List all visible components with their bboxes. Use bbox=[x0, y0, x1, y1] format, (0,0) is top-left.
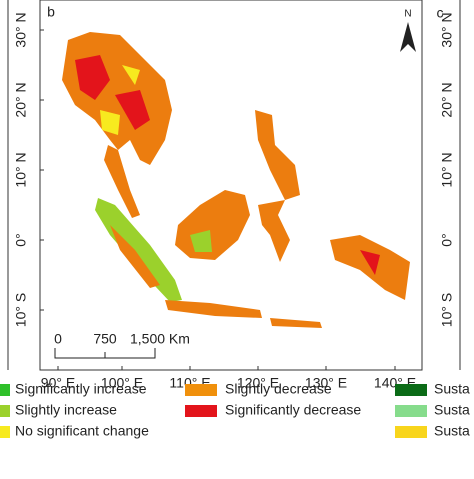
peninsula bbox=[104, 145, 140, 218]
next-lat-label: 30° N bbox=[439, 12, 455, 47]
legend-swatch bbox=[185, 384, 217, 396]
next-lat-label: 0° bbox=[439, 233, 455, 246]
north-arrow bbox=[400, 22, 416, 52]
next-lat-label: 10° N bbox=[439, 152, 455, 187]
legend-swatch bbox=[395, 426, 427, 438]
islands bbox=[270, 318, 322, 328]
lat-label: 10° S bbox=[13, 293, 29, 327]
legend-label: Slightly decrease bbox=[225, 381, 332, 397]
patch bbox=[360, 250, 380, 275]
lat-label: 0° bbox=[13, 233, 29, 246]
legend-swatch bbox=[0, 405, 10, 417]
legend-label: Susta bbox=[434, 423, 470, 439]
legend-label: No significant change bbox=[15, 423, 149, 439]
next-lat-label: 20° N bbox=[439, 82, 455, 117]
next-panel-label: c bbox=[437, 5, 444, 21]
legend-label: Slightly increase bbox=[15, 402, 117, 418]
legend-swatch bbox=[0, 426, 10, 438]
scale-bar bbox=[54, 348, 156, 359]
sumatra bbox=[95, 198, 182, 302]
legend-swatch bbox=[185, 405, 217, 417]
legend-swatch bbox=[395, 384, 427, 396]
legend-swatch bbox=[0, 384, 10, 396]
lon-label: 100° E bbox=[101, 375, 143, 391]
patch bbox=[122, 65, 140, 85]
lon-label: 120° E bbox=[237, 375, 279, 391]
lat-label: 10° N bbox=[13, 152, 29, 187]
scale-label: 1,500 Km bbox=[130, 331, 190, 347]
legend-label: Susta bbox=[434, 381, 470, 397]
sulawesi bbox=[258, 200, 290, 262]
legend-label: Significantly decrease bbox=[225, 402, 361, 418]
legend-label: Significantly increase bbox=[15, 381, 147, 397]
philippines bbox=[255, 110, 300, 200]
panel-label: b bbox=[47, 4, 55, 20]
panel-label-box bbox=[42, 2, 60, 22]
patch bbox=[100, 110, 120, 135]
scale-label: 0 bbox=[54, 331, 62, 347]
next-lat-label: 10° S bbox=[439, 293, 455, 327]
legend-label: Susta bbox=[434, 402, 470, 418]
patch bbox=[190, 230, 212, 252]
land bbox=[62, 32, 410, 328]
lat-label: 20° N bbox=[13, 82, 29, 117]
lon-label: 90° E bbox=[41, 375, 75, 391]
lat-label: 30° N bbox=[13, 12, 29, 47]
legend-swatch bbox=[395, 405, 427, 417]
new-guinea bbox=[330, 235, 410, 300]
java bbox=[165, 300, 262, 318]
patch bbox=[115, 90, 150, 130]
patch bbox=[110, 225, 160, 288]
patch bbox=[75, 55, 110, 100]
north-label: N bbox=[404, 9, 411, 20]
lon-label: 130° E bbox=[305, 375, 347, 391]
scale-label: 750 bbox=[93, 331, 117, 347]
